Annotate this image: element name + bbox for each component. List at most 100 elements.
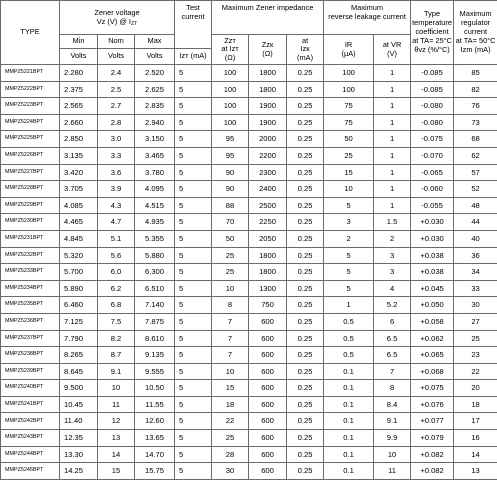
cell-type: MMPZ5242BPT <box>1 413 60 430</box>
cell-zzk: 600 <box>249 347 287 364</box>
cell-vr: 8 <box>374 380 411 397</box>
cell-izk: 0.25 <box>287 164 324 181</box>
cell-zzk: 600 <box>249 413 287 430</box>
cell-izt: 5 <box>175 430 212 447</box>
cell-vz-max: 7.875 <box>135 313 175 330</box>
cell-temp-coefficient: +0.082 <box>411 463 454 480</box>
cell-vz-max: 4.935 <box>135 214 175 231</box>
cell-zzk: 1800 <box>249 65 287 82</box>
cell-zzt: 10 <box>212 280 249 297</box>
cell-vr: 1 <box>374 98 411 115</box>
cell-zzt: 7 <box>212 313 249 330</box>
cell-vz-nom: 4.7 <box>98 214 135 231</box>
cell-vz-min: 3.705 <box>60 181 98 198</box>
cell-vr: 8.4 <box>374 396 411 413</box>
cell-ir: 0.5 <box>324 330 374 347</box>
cell-vr: 1 <box>374 81 411 98</box>
cell-vr: 5.2 <box>374 297 411 314</box>
cell-zzk: 600 <box>249 396 287 413</box>
cell-izt: 5 <box>175 114 212 131</box>
cell-temp-coefficient: -0.065 <box>411 164 454 181</box>
cell-vz-nom: 2.8 <box>98 114 135 131</box>
cell-temp-coefficient: -0.080 <box>411 98 454 115</box>
cell-ir: 10 <box>324 181 374 198</box>
cell-zzk: 2050 <box>249 230 287 247</box>
cell-vz-max: 13.65 <box>135 430 175 447</box>
cell-izm: 68 <box>454 131 497 148</box>
cell-vz-nom: 8.7 <box>98 347 135 364</box>
cell-vz-min: 10.45 <box>60 396 98 413</box>
cell-temp-coefficient: +0.077 <box>411 413 454 430</box>
cell-izm: 40 <box>454 230 497 247</box>
cell-zzk: 1900 <box>249 98 287 115</box>
cell-temp-coefficient: -0.060 <box>411 181 454 198</box>
cell-izm: 82 <box>454 81 497 98</box>
cell-vz-min: 9.500 <box>60 380 98 397</box>
cell-vz-max: 2.520 <box>135 65 175 82</box>
cell-izk: 0.25 <box>287 413 324 430</box>
cell-ir: 5 <box>324 264 374 281</box>
cell-izm: 13 <box>454 463 497 480</box>
cell-izk: 0.25 <box>287 230 324 247</box>
cell-izm: 34 <box>454 264 497 281</box>
cell-vz-max: 5.355 <box>135 230 175 247</box>
cell-temp-coefficient: +0.076 <box>411 396 454 413</box>
cell-type: MMPZ5239BPT <box>1 363 60 380</box>
header-izt: Izт (mA) <box>175 49 212 65</box>
cell-type: MMPZ5226BPT <box>1 147 60 164</box>
cell-zzt: 18 <box>212 396 249 413</box>
cell-ir: 100 <box>324 81 374 98</box>
cell-izk: 0.25 <box>287 347 324 364</box>
cell-zzt: 88 <box>212 197 249 214</box>
cell-zzk: 600 <box>249 463 287 480</box>
cell-izt: 5 <box>175 363 212 380</box>
cell-vz-max: 6.510 <box>135 280 175 297</box>
cell-zzt: 25 <box>212 430 249 447</box>
cell-type: MMPZ5228BPT <box>1 181 60 198</box>
cell-vr: 1 <box>374 164 411 181</box>
cell-vz-nom: 9.1 <box>98 363 135 380</box>
cell-ir: 3 <box>324 214 374 231</box>
cell-vr: 6.5 <box>374 347 411 364</box>
cell-vz-min: 7.790 <box>60 330 98 347</box>
cell-type: MMPZ5223BPT <box>1 98 60 115</box>
cell-vz-max: 3.780 <box>135 164 175 181</box>
cell-zzk: 600 <box>249 380 287 397</box>
cell-izt: 5 <box>175 330 212 347</box>
cell-vr: 6 <box>374 313 411 330</box>
cell-zzk: 2300 <box>249 164 287 181</box>
cell-zzt: 8 <box>212 297 249 314</box>
header-volts-min: Volts <box>60 49 98 65</box>
cell-temp-coefficient: +0.050 <box>411 297 454 314</box>
cell-vz-min: 4.465 <box>60 214 98 231</box>
cell-vz-min: 8.645 <box>60 363 98 380</box>
cell-type: MMPZ5241BPT <box>1 396 60 413</box>
cell-zzt: 10 <box>212 363 249 380</box>
cell-type: MMPZ5245BPT <box>1 463 60 480</box>
cell-izt: 5 <box>175 264 212 281</box>
cell-vr: 1 <box>374 65 411 82</box>
cell-vz-nom: 2.5 <box>98 81 135 98</box>
cell-temp-coefficient: +0.058 <box>411 313 454 330</box>
cell-type: MMPZ5232BPT <box>1 247 60 264</box>
cell-izk: 0.25 <box>287 247 324 264</box>
cell-vz-max: 15.75 <box>135 463 175 480</box>
cell-ir: 0.1 <box>324 430 374 447</box>
cell-izk: 0.25 <box>287 98 324 115</box>
cell-vz-max: 2.835 <box>135 98 175 115</box>
cell-vz-max: 10.50 <box>135 380 175 397</box>
cell-vr: 1 <box>374 181 411 198</box>
cell-ir: 5 <box>324 197 374 214</box>
cell-izk: 0.25 <box>287 264 324 281</box>
cell-vz-max: 5.880 <box>135 247 175 264</box>
